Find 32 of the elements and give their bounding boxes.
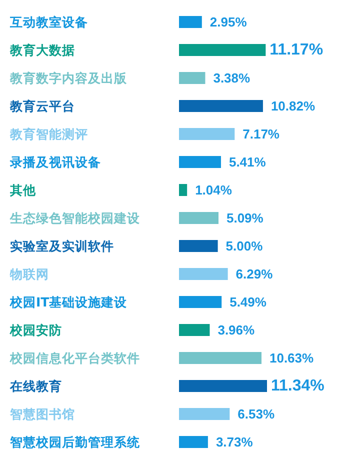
value-label: 3.73%: [216, 434, 253, 450]
category-label: 实验室及实训软件: [10, 238, 114, 254]
category-label: 教育数字内容及出版: [10, 70, 127, 86]
value-label: 3.96%: [218, 322, 255, 338]
value-label: 10.63%: [270, 350, 314, 366]
value-label: 5.00%: [226, 238, 263, 254]
category-label: 在线教育: [10, 378, 62, 394]
value-label: 5.09%: [226, 210, 264, 226]
category-label: 校园IT基础设施建设: [10, 294, 128, 310]
category-label: 校园信息化平台类软件: [10, 350, 140, 366]
value-label: 3.38%: [213, 70, 250, 86]
category-label: 教育智能测评: [10, 126, 88, 142]
category-label: 教育大数据: [10, 42, 75, 58]
value-label: 6.53%: [238, 406, 275, 422]
category-label: 智慧校园后勤管理系统: [10, 434, 140, 450]
value-label: 5.49%: [230, 294, 266, 310]
value-label: 1.04%: [195, 182, 232, 198]
category-label: 智慧图书馆: [10, 406, 75, 422]
category-label: 校园安防: [10, 322, 62, 338]
category-label: 生态绿色智能校园建设: [10, 210, 140, 226]
category-label: 物联网: [10, 266, 49, 282]
value-label: 11.34%: [271, 378, 324, 394]
value-label: 6.29%: [236, 266, 273, 282]
value-label: 11.17%: [270, 42, 324, 58]
category-label: 录播及视讯设备: [10, 154, 101, 170]
value-label: 5.41%: [228, 154, 266, 170]
category-label: 互动教室设备: [10, 14, 88, 30]
value-label: 2.95%: [210, 14, 247, 30]
value-label: 10.82%: [270, 98, 316, 114]
category-label: 其他: [10, 182, 36, 198]
category-label: 教育云平台: [10, 98, 75, 114]
value-label: 7.17%: [242, 126, 280, 142]
